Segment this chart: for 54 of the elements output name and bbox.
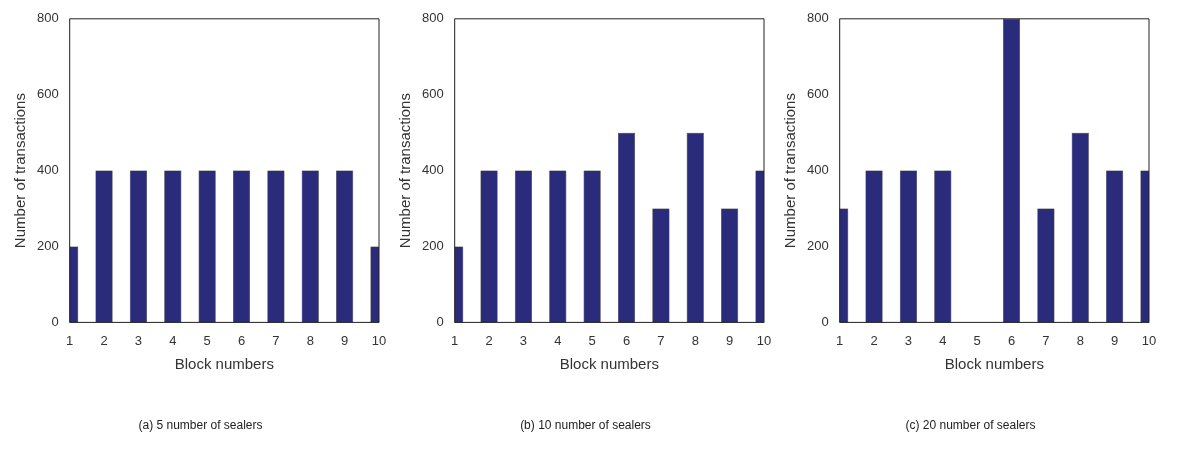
x-tick-label: 10 [371,332,387,348]
y-tick-label: 400 [421,162,444,178]
x-tick-label: 7 [1042,332,1050,348]
x-tick-label: 4 [939,332,947,348]
x-tick-label: 2 [100,332,108,348]
x-tick-label: 7 [657,332,665,348]
x-tick-label: 6 [1007,332,1016,348]
text: (b) 10 number of sealers [520,418,651,432]
x-tick-label: 9 [341,332,349,348]
x-tick-label: 5 [588,332,596,348]
x-tick-label: 4 [169,332,177,348]
y-tick-label: 600 [421,86,444,102]
x-tick-label: 6 [237,332,246,348]
y-axis-title: Number of transactions [396,93,414,249]
x-axis-title: Block numbers [174,355,274,373]
y-axis-title: Number of transactions [11,93,29,249]
y-tick-label: 200 [806,238,829,254]
x-tick-label: 5 [203,332,211,348]
y-tick-label: 0 [436,313,444,329]
x-tick-label: 2 [870,332,878,348]
y-tick-label: 0 [51,313,59,329]
x-tick-label: 8 [691,332,699,348]
x-axis-title: Block numbers [559,355,659,373]
x-tick-label: 8 [306,332,314,348]
text: (a) 5 number of sealers [138,418,263,432]
x-tick-label: 3 [519,332,528,348]
y-tick-label: 0 [821,313,829,329]
y-tick-label: 400 [806,162,829,178]
y-tick-label: 400 [36,162,59,178]
x-tick-label: 5 [973,332,981,348]
x-tick-label: 1 [836,332,844,348]
x-tick-label: 3 [134,332,143,348]
x-tick-label: 9 [1111,332,1119,348]
y-axis-title: Number of transactions [781,93,799,249]
text: (c) 20 number of sealers [905,418,1036,432]
y-tick-label: 600 [806,86,829,102]
x-axis-title: Block numbers [944,355,1044,373]
x-tick-label: 7 [272,332,280,348]
y-tick-label: 800 [421,10,444,26]
x-tick-label: 1 [66,332,74,348]
x-tick-label: 9 [726,332,734,348]
x-tick-label: 6 [622,332,631,348]
x-tick-label: 10 [1141,332,1157,348]
y-tick-label: 800 [806,10,829,26]
x-tick-label: 4 [554,332,562,348]
y-tick-label: 800 [36,10,59,26]
x-tick-label: 8 [1076,332,1084,348]
x-tick-label: 1 [451,332,459,348]
y-tick-label: 200 [421,238,444,254]
y-tick-label: 200 [36,238,59,254]
y-tick-label: 600 [36,86,59,102]
x-tick-label: 3 [904,332,913,348]
x-tick-label: 2 [485,332,493,348]
x-tick-label: 10 [756,332,772,348]
